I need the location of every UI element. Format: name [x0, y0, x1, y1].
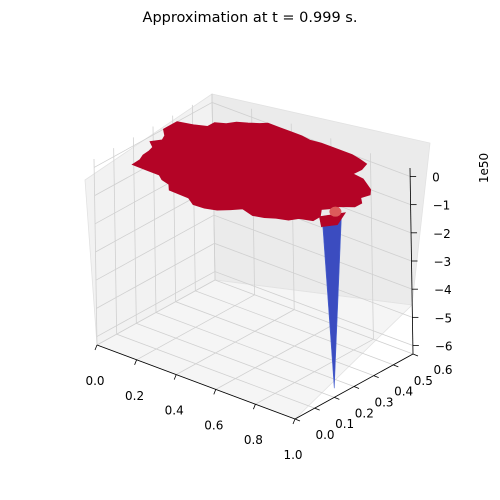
y-tick-label: 0.2	[355, 406, 374, 420]
grid-line-z	[96, 242, 413, 318]
z-tick-label: 0	[432, 170, 440, 184]
axis-lines	[94, 167, 419, 425]
tick-labels: 0.00.20.40.60.81.00.00.10.20.30.40.50.60…	[85, 153, 491, 462]
x-tick	[94, 344, 98, 351]
y-tick	[373, 375, 379, 379]
y-tick	[353, 386, 360, 389]
y-tick-label: 0.5	[414, 374, 433, 388]
grid-line-y	[113, 148, 315, 409]
z-tick-label: −4	[434, 283, 452, 297]
spike-highlight	[329, 206, 342, 217]
y-tick-label: 0.4	[394, 385, 413, 399]
grid-line-y	[132, 137, 335, 398]
y-tick	[334, 396, 340, 400]
x-tick	[292, 418, 296, 425]
z-tick-label: −5	[434, 311, 452, 325]
x-axis-line	[96, 344, 296, 420]
z-tick-label: −1	[433, 199, 451, 213]
x-tick	[213, 389, 217, 395]
x-tick	[253, 404, 256, 410]
x-tick-label: 1.0	[283, 448, 302, 462]
x-tick-label: 0.4	[165, 404, 184, 418]
grid-line-z	[96, 271, 414, 346]
x-tick-label: 0.0	[85, 374, 104, 388]
x-tick-label: 0.8	[244, 433, 263, 447]
y-tick-label: 0.6	[433, 363, 452, 377]
z-tick-label: −6	[435, 340, 453, 354]
z-tick-label: −2	[433, 227, 451, 241]
surface	[131, 121, 372, 389]
y-tick-label: 0.0	[315, 428, 334, 442]
x-tick	[134, 359, 137, 365]
x-tick-label: 0.2	[125, 389, 144, 403]
plateau-surface	[131, 121, 372, 222]
y-tick	[314, 407, 320, 411]
y-tick	[294, 418, 301, 422]
z-offset-text: 1e50	[477, 153, 491, 183]
z-tick-label: −3	[434, 255, 452, 269]
chart-title: Approximation at t = 0.999 s.	[143, 10, 358, 26]
x-tick-label: 0.6	[204, 418, 223, 432]
y-tick-label: 0.3	[374, 396, 393, 410]
grid-line-z	[95, 214, 413, 290]
y-tick	[412, 353, 419, 357]
grid-line-y	[152, 126, 355, 387]
y-tick-label: 0.1	[335, 417, 354, 431]
y-tick	[393, 364, 399, 368]
x-tick	[173, 374, 177, 380]
